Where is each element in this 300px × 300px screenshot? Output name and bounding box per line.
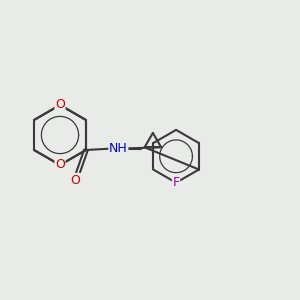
Text: O: O: [55, 158, 65, 172]
Text: O: O: [55, 98, 65, 112]
Text: O: O: [70, 173, 80, 187]
Text: F: F: [172, 176, 180, 189]
Text: NH: NH: [109, 142, 128, 155]
